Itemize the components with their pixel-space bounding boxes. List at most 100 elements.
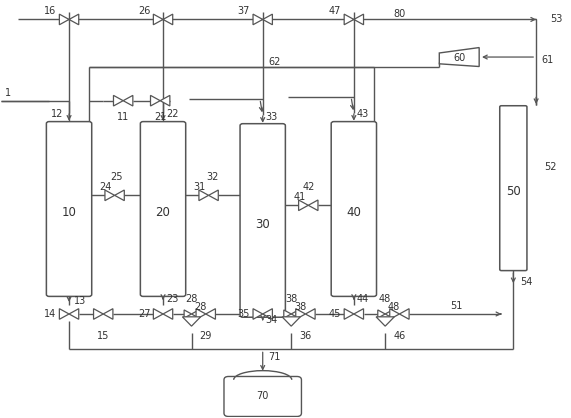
Text: 29: 29 bbox=[200, 331, 212, 341]
Polygon shape bbox=[163, 14, 172, 25]
Text: 41: 41 bbox=[293, 192, 305, 202]
FancyBboxPatch shape bbox=[140, 122, 186, 296]
Polygon shape bbox=[94, 308, 103, 319]
Polygon shape bbox=[354, 14, 364, 25]
Text: 12: 12 bbox=[51, 110, 63, 120]
Polygon shape bbox=[376, 317, 395, 326]
Text: 22: 22 bbox=[166, 110, 178, 120]
Text: 48: 48 bbox=[388, 302, 400, 312]
Text: 71: 71 bbox=[268, 352, 281, 362]
Polygon shape bbox=[103, 308, 113, 319]
Polygon shape bbox=[344, 14, 354, 25]
Polygon shape bbox=[291, 310, 299, 318]
Text: 24: 24 bbox=[99, 182, 112, 192]
Text: 15: 15 bbox=[97, 331, 110, 341]
FancyBboxPatch shape bbox=[500, 106, 527, 270]
Text: 27: 27 bbox=[138, 309, 151, 319]
Text: 62: 62 bbox=[268, 57, 280, 67]
Polygon shape bbox=[160, 95, 170, 106]
Polygon shape bbox=[253, 14, 263, 25]
Polygon shape bbox=[154, 308, 163, 319]
FancyBboxPatch shape bbox=[224, 377, 301, 416]
Polygon shape bbox=[123, 95, 133, 106]
Polygon shape bbox=[263, 14, 272, 25]
Polygon shape bbox=[282, 317, 300, 326]
Polygon shape bbox=[154, 14, 163, 25]
Text: 38: 38 bbox=[285, 293, 297, 303]
Polygon shape bbox=[439, 48, 479, 66]
Text: 54: 54 bbox=[520, 277, 533, 287]
Text: 46: 46 bbox=[393, 331, 405, 341]
Polygon shape bbox=[299, 200, 308, 211]
FancyBboxPatch shape bbox=[46, 122, 92, 296]
Polygon shape bbox=[151, 95, 160, 106]
Polygon shape bbox=[253, 308, 263, 319]
Polygon shape bbox=[184, 310, 191, 318]
Text: 23: 23 bbox=[166, 294, 178, 304]
Text: 35: 35 bbox=[238, 309, 250, 319]
Text: 43: 43 bbox=[357, 110, 369, 120]
FancyBboxPatch shape bbox=[331, 122, 376, 296]
Text: 31: 31 bbox=[194, 182, 206, 192]
Text: 60: 60 bbox=[453, 53, 465, 63]
Polygon shape bbox=[385, 310, 393, 318]
Text: 1: 1 bbox=[5, 88, 11, 98]
Polygon shape bbox=[344, 308, 354, 319]
Text: 48: 48 bbox=[379, 293, 391, 303]
Text: 10: 10 bbox=[62, 206, 77, 219]
Text: 11: 11 bbox=[117, 112, 129, 122]
Text: 50: 50 bbox=[506, 185, 521, 198]
Text: 51: 51 bbox=[450, 301, 463, 311]
Polygon shape bbox=[208, 190, 218, 201]
Text: 45: 45 bbox=[329, 309, 341, 319]
Polygon shape bbox=[196, 308, 206, 319]
Text: 44: 44 bbox=[357, 294, 369, 304]
Text: 61: 61 bbox=[542, 55, 554, 65]
Polygon shape bbox=[59, 14, 69, 25]
Text: 25: 25 bbox=[110, 171, 122, 181]
Text: 42: 42 bbox=[302, 181, 315, 191]
Text: 13: 13 bbox=[74, 296, 86, 306]
Polygon shape bbox=[390, 308, 400, 319]
Text: 28: 28 bbox=[194, 302, 207, 312]
Polygon shape bbox=[69, 14, 79, 25]
Text: 52: 52 bbox=[545, 162, 557, 172]
Polygon shape bbox=[105, 190, 115, 201]
Text: 14: 14 bbox=[45, 309, 57, 319]
Polygon shape bbox=[191, 310, 199, 318]
Text: 47: 47 bbox=[329, 6, 341, 16]
Polygon shape bbox=[263, 308, 272, 319]
Polygon shape bbox=[163, 308, 172, 319]
Polygon shape bbox=[305, 308, 315, 319]
Polygon shape bbox=[115, 190, 124, 201]
Polygon shape bbox=[114, 95, 123, 106]
Text: 38: 38 bbox=[294, 302, 306, 312]
Text: 32: 32 bbox=[207, 171, 219, 181]
FancyBboxPatch shape bbox=[240, 124, 286, 317]
Text: 21: 21 bbox=[154, 112, 166, 122]
Polygon shape bbox=[59, 308, 69, 319]
Text: 30: 30 bbox=[255, 218, 270, 231]
Text: 20: 20 bbox=[155, 206, 171, 219]
Text: 40: 40 bbox=[347, 206, 361, 219]
Polygon shape bbox=[69, 308, 79, 319]
Text: 34: 34 bbox=[266, 315, 278, 325]
Polygon shape bbox=[378, 310, 385, 318]
Text: 80: 80 bbox=[394, 9, 406, 19]
Text: 36: 36 bbox=[299, 331, 312, 341]
Text: 53: 53 bbox=[550, 15, 563, 24]
Text: 33: 33 bbox=[266, 112, 278, 122]
Polygon shape bbox=[206, 308, 215, 319]
Text: 26: 26 bbox=[138, 6, 151, 16]
Text: 70: 70 bbox=[256, 392, 269, 401]
Polygon shape bbox=[284, 310, 291, 318]
Polygon shape bbox=[199, 190, 208, 201]
Polygon shape bbox=[400, 308, 409, 319]
Polygon shape bbox=[308, 200, 318, 211]
Text: 28: 28 bbox=[186, 293, 198, 303]
Polygon shape bbox=[182, 317, 200, 326]
Polygon shape bbox=[296, 308, 305, 319]
Polygon shape bbox=[354, 308, 364, 319]
Text: 16: 16 bbox=[45, 6, 57, 16]
Text: 37: 37 bbox=[238, 6, 250, 16]
